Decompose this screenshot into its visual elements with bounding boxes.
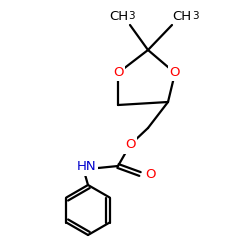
Text: HN: HN xyxy=(76,160,96,173)
Text: 3: 3 xyxy=(128,11,134,21)
Text: O: O xyxy=(170,66,180,78)
Text: O: O xyxy=(125,138,135,151)
Text: O: O xyxy=(145,168,156,180)
Text: O: O xyxy=(113,66,123,78)
Text: CH: CH xyxy=(172,10,191,24)
Text: CH: CH xyxy=(109,10,128,24)
Text: 3: 3 xyxy=(192,11,198,21)
